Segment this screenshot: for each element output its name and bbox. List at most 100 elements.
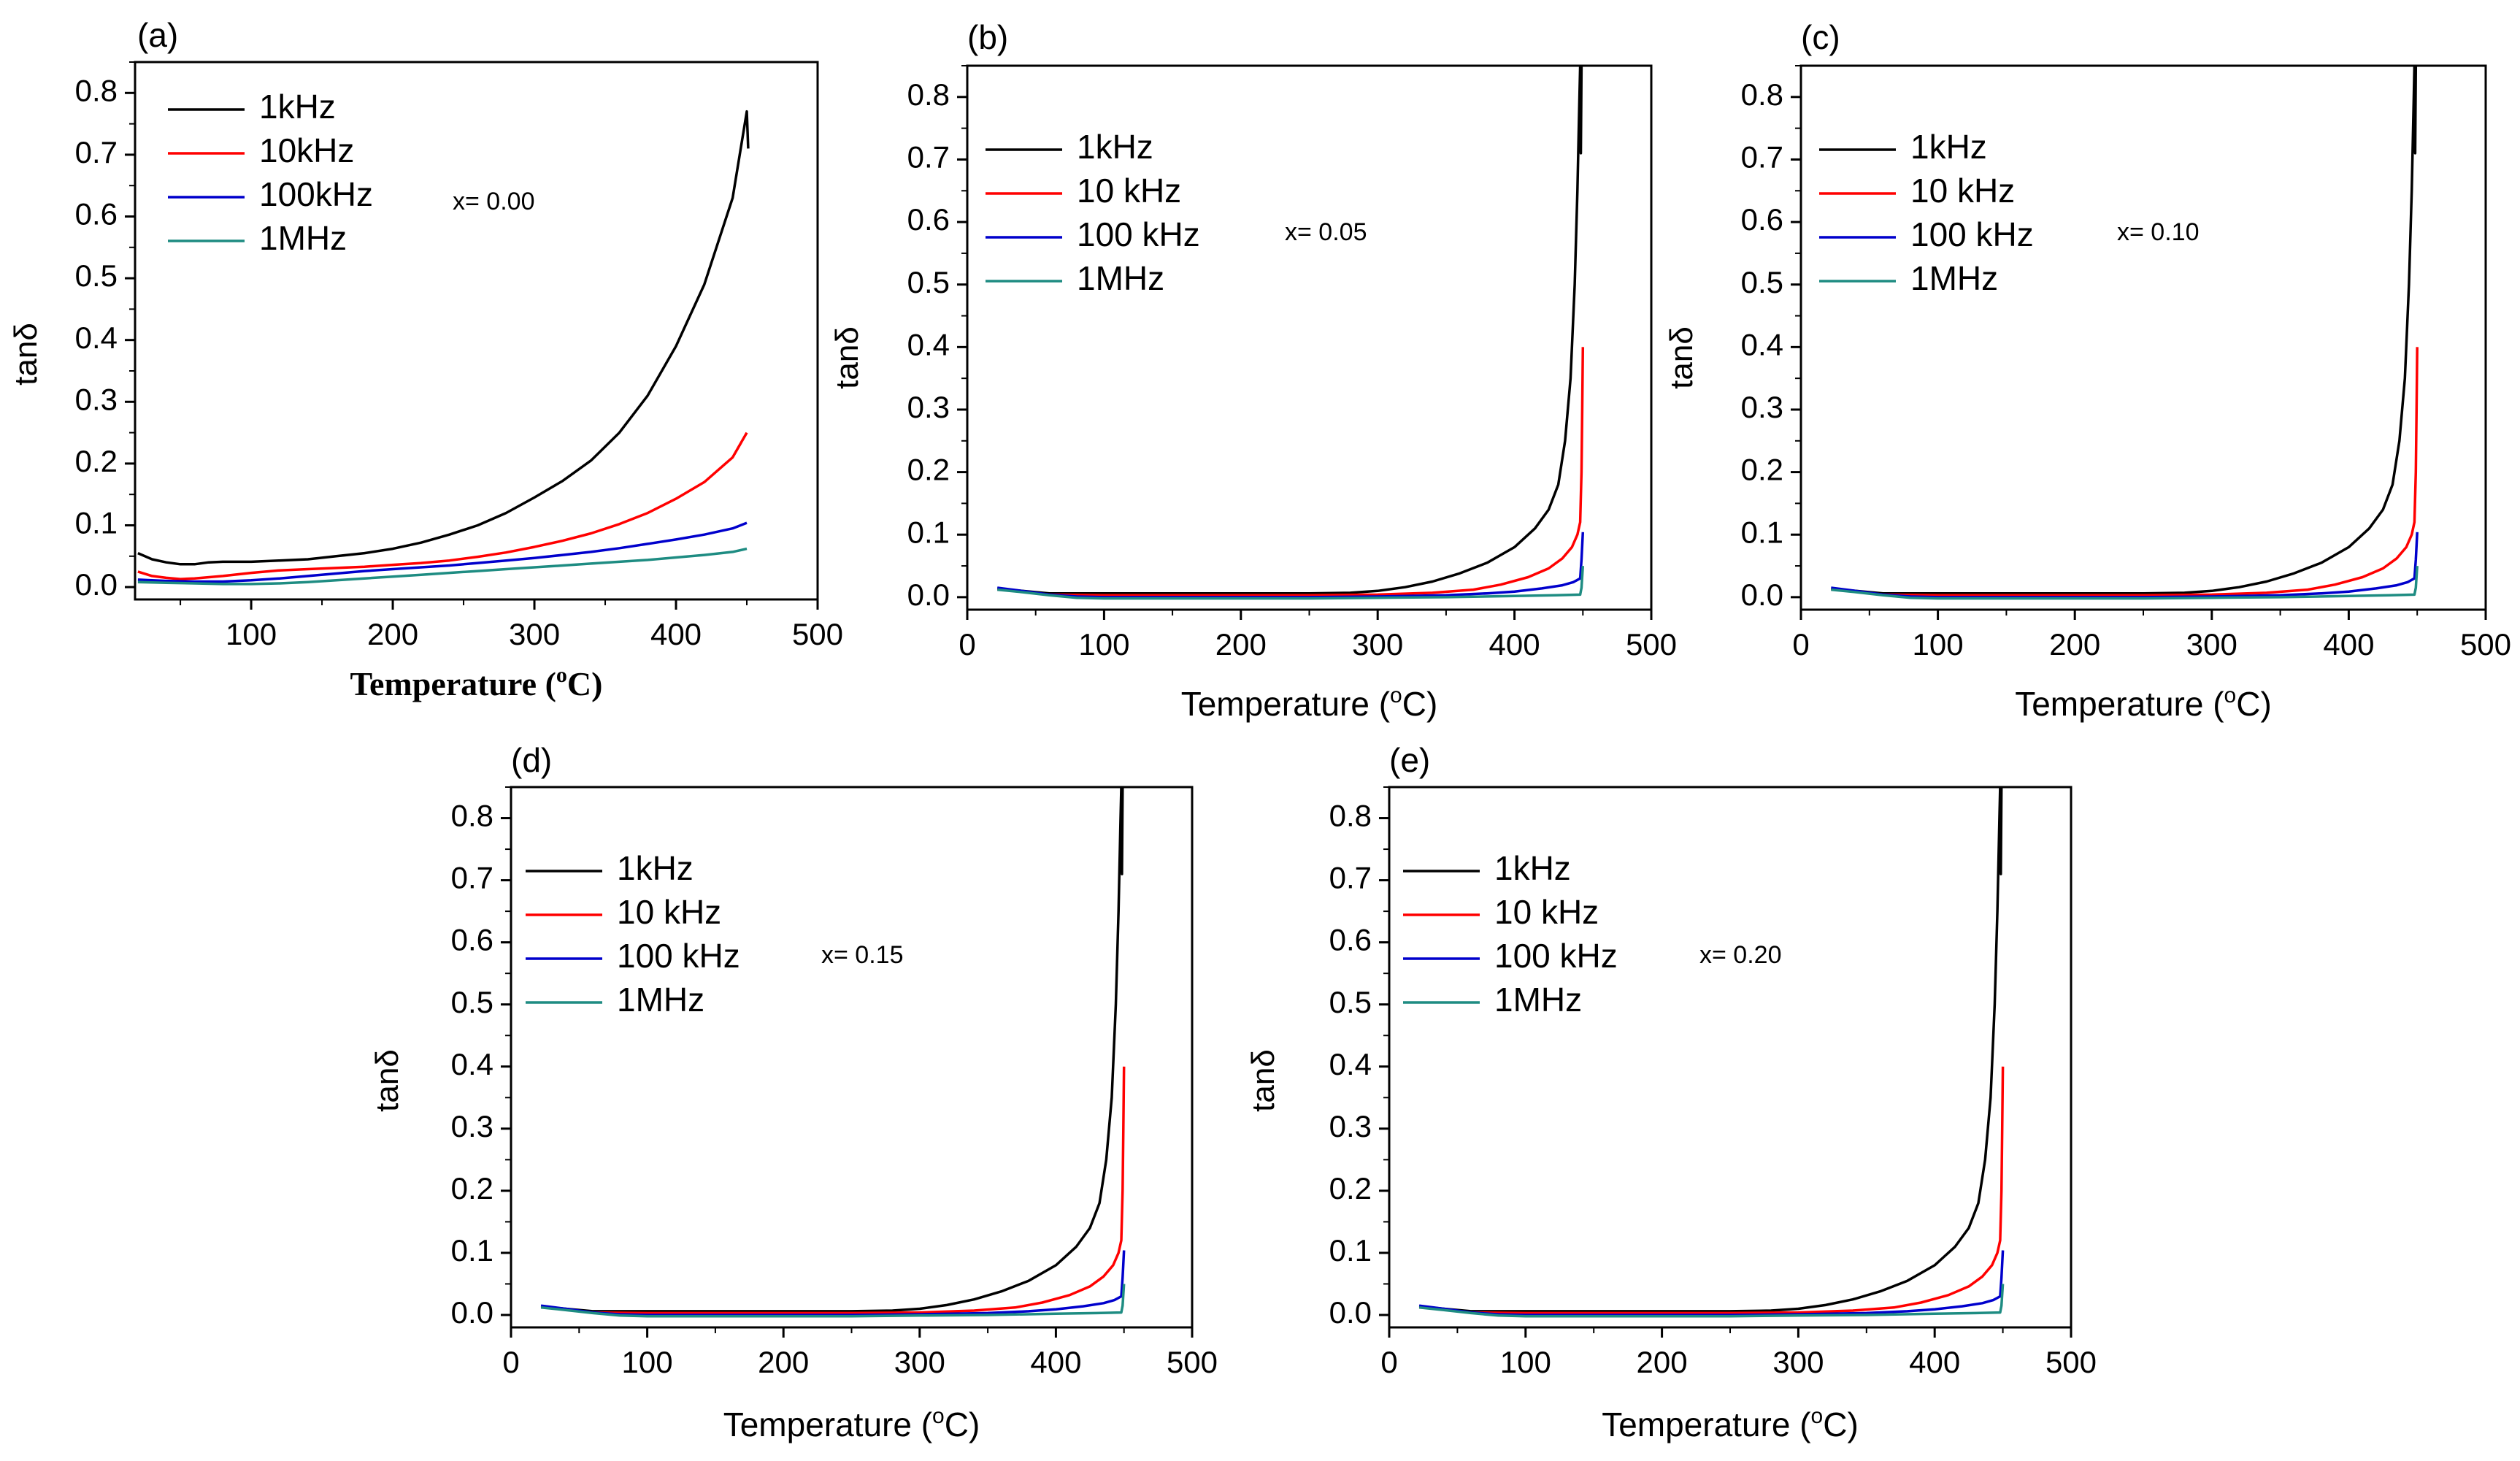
series-line-10khz <box>997 347 1585 597</box>
y-tick-label: 0.6 <box>75 197 118 231</box>
x-axis-label-unit: C) <box>567 665 603 702</box>
legend-label: 10 kHz <box>1077 172 1181 210</box>
series-line-1mhz <box>997 565 1585 600</box>
y-tick-label: 0.0 <box>907 578 950 612</box>
x-tick-label: 200 <box>2049 627 2100 662</box>
y-tick-label: 0.5 <box>1741 265 1783 299</box>
y-tick-label: 0.5 <box>451 985 493 1019</box>
x-tick-label: 0 <box>1380 1345 1397 1379</box>
y-tick-label: 0.1 <box>75 506 118 540</box>
data-lines <box>137 110 750 586</box>
series-line-100khz <box>137 521 748 583</box>
y-tick-label: 0.1 <box>1741 515 1783 549</box>
y-tick-label: 0.6 <box>907 202 950 237</box>
x-axis-label: Temperature (oC) <box>2015 683 2272 723</box>
series-line-100khz <box>540 1250 1126 1316</box>
x-tick-label: 0 <box>502 1345 519 1379</box>
legend-label: 1kHz <box>617 849 694 887</box>
x-tick-label: 300 <box>509 617 560 651</box>
x-axis-label-sup: o <box>1390 683 1402 708</box>
legend-label: 100 kHz <box>1494 937 1618 975</box>
y-axis-label: tanδ <box>1245 1049 1281 1112</box>
axes-frame <box>1799 64 2487 611</box>
x-axis-label: Temperature (oC) <box>1181 683 1438 723</box>
y-tick-label: 0.3 <box>451 1109 493 1143</box>
legend-label: 1MHz <box>617 981 704 1019</box>
y-tick-label: 0.2 <box>1741 453 1783 487</box>
x-axis-label-sup: o <box>2224 683 2237 708</box>
y-tick-label: 0.2 <box>451 1171 493 1205</box>
y-tick-label: 0.3 <box>907 390 950 424</box>
y-tick-label: 0.4 <box>1329 1047 1372 1081</box>
series-line-1mhz <box>540 1284 1126 1318</box>
x-axis-label-text: Temperature ( <box>2015 685 2224 723</box>
panel-label: (c) <box>1801 18 1840 56</box>
x-tick-label: 500 <box>792 617 843 651</box>
y-axis-label: tanδ <box>8 323 44 386</box>
x-tick-label: 400 <box>2323 627 2374 662</box>
legend-label: 100kHz <box>259 175 373 213</box>
legend-label: 1kHz <box>1494 849 1571 887</box>
data-lines <box>540 787 1126 1318</box>
composition-annotation: x= 0.15 <box>821 941 903 969</box>
y-axis-label: tanδ <box>829 326 865 389</box>
legend-label: 1MHz <box>1494 981 1582 1019</box>
composition-annotation: x= 0.00 <box>453 188 534 215</box>
panel-e: (e) 0 100 200 300 400 500 0.0 0.1 0.2 0.3 0.4 0.5 0.6… <box>1245 741 2097 1443</box>
y-tick-label: 0.6 <box>1329 923 1372 957</box>
x-axis-label-sup: o <box>932 1404 945 1428</box>
legend-label: 1kHz <box>1910 128 1987 166</box>
x-tick-label: 300 <box>894 1345 945 1379</box>
legend-label: 10 kHz <box>617 893 721 931</box>
y-tick-label: 0.8 <box>75 73 118 107</box>
composition-annotation: x= 0.20 <box>1699 941 1781 969</box>
y-tick-label: 0.8 <box>1741 77 1783 112</box>
series-line-100khz <box>996 532 1585 599</box>
y-tick-label: 0.2 <box>907 453 950 487</box>
x-tick-label: 400 <box>1909 1345 1960 1379</box>
panel-label: (a) <box>137 16 178 54</box>
series-line-10khz <box>540 1066 1126 1315</box>
x-tick-label: 400 <box>1030 1345 1081 1379</box>
y-tick-label: 0.4 <box>451 1047 493 1081</box>
series-line-1mhz <box>1418 1284 2005 1318</box>
x-axis-label-sup: o <box>556 663 567 687</box>
x-tick-label: 300 <box>2186 627 2237 662</box>
axes-frame <box>1388 786 2073 1329</box>
x-axis-label: Temperature (oC) <box>723 1404 980 1443</box>
x-tick-label: 400 <box>1489 627 1540 662</box>
y-tick-label: 0.6 <box>1741 202 1783 237</box>
series-line-100khz <box>1831 532 2419 599</box>
data-lines <box>1831 66 2419 600</box>
legend-label: 10 kHz <box>1910 172 2015 210</box>
x-axis-label-text: Temperature ( <box>1181 685 1391 723</box>
series-line-1mhz <box>137 547 748 586</box>
panel-label: (e) <box>1389 741 1430 779</box>
x-tick-label: 500 <box>2460 627 2511 662</box>
y-tick-label: 0.7 <box>907 140 950 175</box>
y-tick-label: 0.0 <box>75 567 118 602</box>
axes-frame <box>966 64 1653 611</box>
y-tick-label: 0.1 <box>451 1233 493 1268</box>
y-tick-label: 0.5 <box>1329 985 1372 1019</box>
series-line-100khz <box>1418 1250 2005 1316</box>
x-tick-label: 500 <box>2045 1345 2097 1379</box>
series-line-10khz <box>137 432 748 580</box>
y-tick-label: 0.5 <box>907 265 950 299</box>
legend-label: 10kHz <box>259 131 354 169</box>
x-tick-label: 300 <box>1772 1345 1824 1379</box>
y-tick-label: 0.4 <box>75 321 118 355</box>
y-tick-label: 0.3 <box>1741 390 1783 424</box>
y-tick-label: 0.6 <box>451 923 493 957</box>
x-axis-label: Temperature (oC) <box>1602 1404 1859 1443</box>
y-tick-label: 0.7 <box>1741 140 1783 175</box>
y-tick-label: 0.7 <box>75 135 118 169</box>
legend-label: 1kHz <box>259 88 336 126</box>
panel-label: (b) <box>967 18 1008 56</box>
x-tick-label: 100 <box>1913 627 1964 662</box>
series-line-1mhz <box>1831 565 2419 600</box>
x-axis-label-unit: C) <box>1823 1406 1859 1443</box>
series-line-1khz <box>997 66 1583 595</box>
x-axis-label-unit: C) <box>945 1406 980 1443</box>
x-axis-label-text: Temperature ( <box>723 1406 933 1443</box>
